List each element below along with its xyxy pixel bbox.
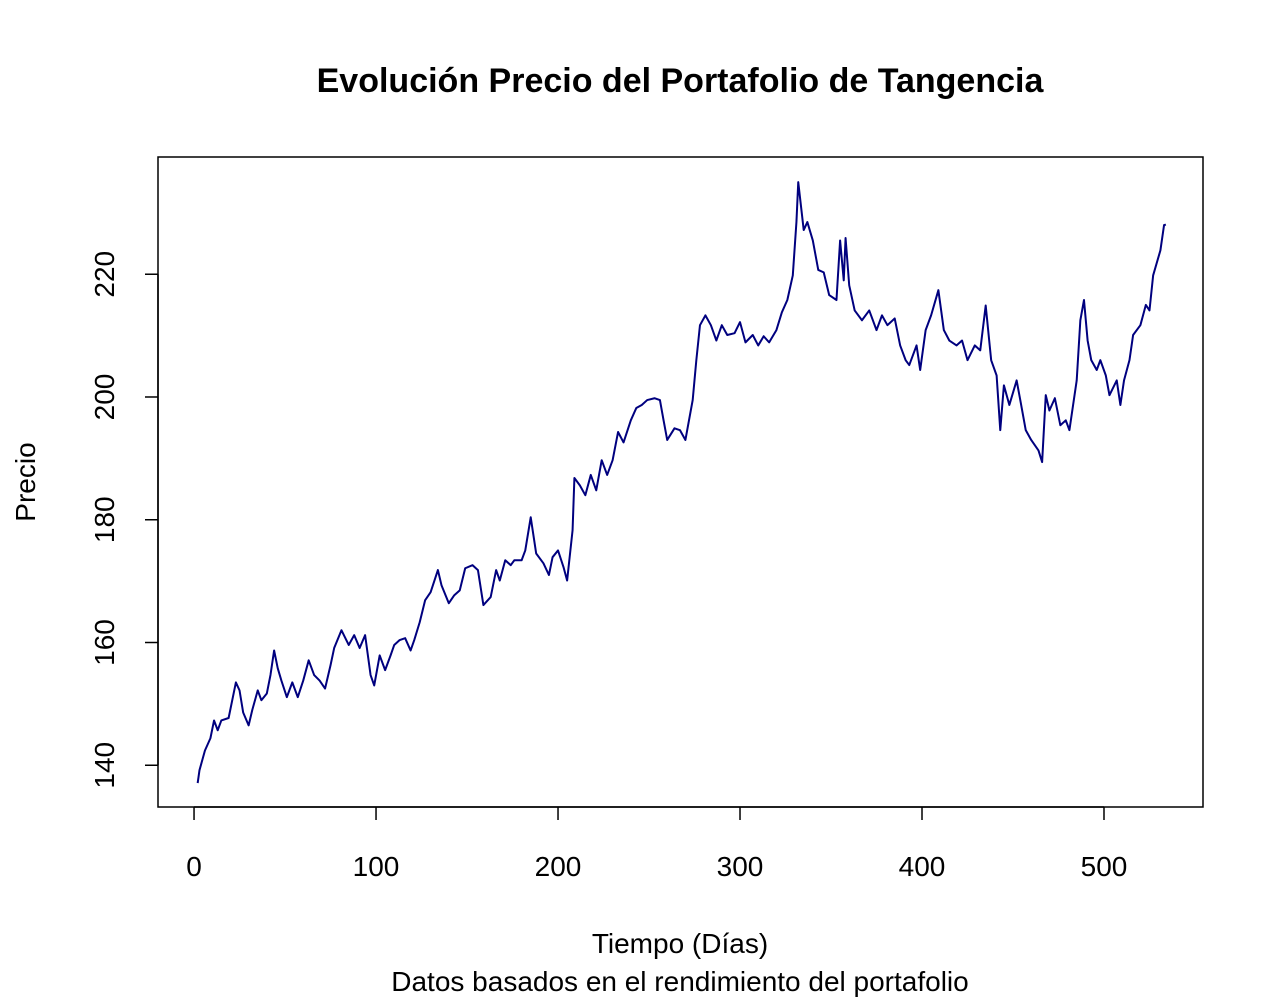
price-line (196, 181, 1167, 784)
x-tick-label: 100 (353, 851, 400, 882)
x-axis-label: Tiempo (Días) (592, 928, 768, 959)
y-tick-label: 200 (89, 374, 120, 421)
y-tick-label: 220 (89, 251, 120, 298)
x-tick-label: 400 (899, 851, 946, 882)
plot-frame (157, 156, 1204, 808)
x-tick-label: 200 (535, 851, 582, 882)
x-tick-label: 300 (717, 851, 764, 882)
y-tick-label: 160 (89, 619, 120, 666)
chart-title: Evolución Precio del Portafolio de Tange… (317, 62, 1045, 100)
y-axis-label: Precio (10, 442, 41, 521)
y-tick-label: 180 (89, 496, 120, 543)
x-tick-label: 0 (186, 851, 202, 882)
chart-subtitle: Datos basados en el rendimiento del port… (391, 966, 968, 997)
y-tick-label: 140 (89, 742, 120, 789)
x-tick-label: 500 (1081, 851, 1128, 882)
